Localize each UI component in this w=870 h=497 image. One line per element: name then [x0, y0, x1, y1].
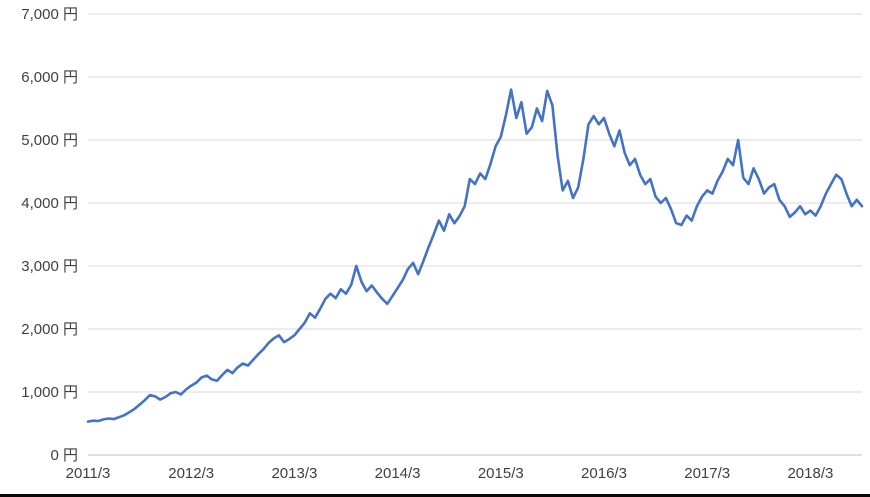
x-axis-tick-label: 2014/3: [375, 465, 421, 482]
y-axis-tick-label: 6,000 円: [21, 69, 78, 86]
x-axis-tick-label: 2018/3: [787, 465, 833, 482]
y-axis-tick-label: 4,000 円: [21, 195, 78, 212]
x-axis-tick-label: 2011/3: [66, 465, 111, 482]
y-axis-tick-label: 5,000 円: [21, 132, 78, 149]
x-axis-tick-label: 2013/3: [271, 465, 317, 482]
price-line-series: [86, 88, 864, 423]
y-axis-tick-label: 0 円: [50, 447, 78, 464]
window-bottom-edge: [0, 494, 870, 497]
y-axis-tick-label: 1,000 円: [21, 384, 78, 401]
y-axis-tick-label: 3,000 円: [21, 258, 78, 275]
y-axis-tick-label: 7,000 円: [21, 6, 78, 23]
y-axis-tick-label: 2,000 円: [21, 321, 78, 338]
x-axis-tick-label: 2017/3: [684, 465, 730, 482]
x-axis-tick-label: 2012/3: [168, 465, 214, 482]
x-axis-tick-label: 2016/3: [581, 465, 627, 482]
x-axis-tick-label: 2015/3: [478, 465, 524, 482]
